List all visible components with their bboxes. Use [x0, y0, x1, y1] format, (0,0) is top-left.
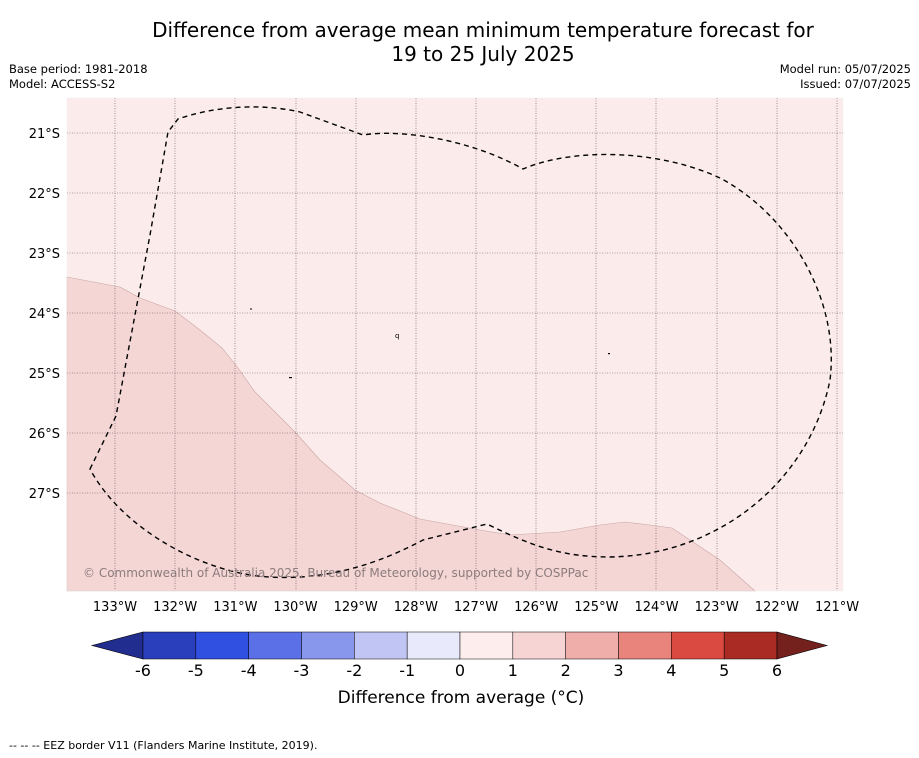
colorbar-extend-low: [90, 631, 144, 660]
lat-tick-label: 26°S: [29, 427, 60, 442]
model-text: Model: ACCESS-S2: [9, 77, 116, 91]
island-mark: [608, 353, 610, 355]
meta-right: Model run: 05/07/2025 Issued: 07/07/2025: [780, 62, 911, 92]
lat-tick-label: 23°S: [29, 247, 60, 262]
colorbar-segment: [618, 631, 672, 660]
colorbar-segment: [195, 631, 249, 660]
colorbar-segment: [565, 631, 619, 660]
eez-border: [89, 106, 832, 579]
lon-tick-label: 130°W: [273, 600, 317, 615]
colorbar-tick-label: 6: [772, 661, 782, 680]
colorbar-segment: [301, 631, 355, 660]
lon-tick-label: 123°W: [695, 600, 739, 615]
lon-tick-label: 132°W: [153, 600, 197, 615]
colorbar-tick-label: -6: [135, 661, 151, 680]
colorbar-tick-label: -2: [346, 661, 362, 680]
lon-tick-label: 128°W: [394, 600, 438, 615]
colorbar-tick-label: 0: [455, 661, 465, 680]
colorbar-segment: [354, 631, 408, 660]
issued-text: Issued: 07/07/2025: [800, 77, 911, 91]
meta-left: Base period: 1981-2018 Model: ACCESS-S2: [9, 62, 148, 92]
lon-tick-label: 129°W: [334, 600, 378, 615]
map-title: Difference from average mean minimum tem…: [0, 18, 919, 66]
colorbar-label: Difference from average (°C): [337, 688, 585, 708]
island-marks: q: [250, 308, 610, 379]
copyright-text: © Commonwealth of Australia 2025, Bureau…: [83, 566, 588, 580]
colorbar-segment: [248, 631, 302, 660]
colorbar-tick-label: -1: [399, 661, 415, 680]
lon-tick-label: 121°W: [815, 600, 859, 615]
colorbar-tick-label: 1: [508, 661, 518, 680]
colorbar-tick-label: -3: [294, 661, 310, 680]
lat-labels: 21°S 22°S 23°S 24°S 25°S 26°S 27°S: [29, 127, 60, 502]
map-grid: [67, 98, 843, 591]
lat-tick-label: 24°S: [29, 307, 60, 322]
base-period-text: Base period: 1981-2018: [9, 62, 148, 76]
island-mark: [289, 377, 292, 379]
lon-tick-label: 122°W: [755, 600, 799, 615]
lat-tick-label: 22°S: [29, 187, 60, 202]
lon-tick-label: 133°W: [93, 600, 137, 615]
model-run-text: Model run: 05/07/2025: [779, 62, 911, 76]
map-title-line2: 19 to 25 July 2025: [391, 42, 575, 66]
colorbar-segment: [142, 631, 197, 660]
colorbar-extend-high: [776, 631, 829, 660]
map-title-line1: Difference from average mean minimum tem…: [152, 18, 814, 42]
lat-tick-label: 21°S: [29, 127, 60, 142]
colorbar-segment: [459, 631, 514, 660]
lon-tick-label: 125°W: [574, 600, 618, 615]
lon-tick-label: 126°W: [514, 600, 558, 615]
island-mark: q: [395, 332, 399, 340]
colorbar-segment: [512, 631, 566, 660]
lat-tick-label: 25°S: [29, 367, 60, 382]
colorbar-tick-label: 4: [666, 661, 676, 680]
colorbar-segment: [406, 631, 461, 660]
map-frame: [66, 97, 844, 592]
colorbar-segment: [671, 631, 725, 660]
lat-tick-label: 27°S: [29, 487, 60, 502]
colorbar: [90, 631, 829, 660]
colorbar-tick-label: -5: [188, 661, 204, 680]
lon-tick-label: 124°W: [634, 600, 678, 615]
colorbar-tick-label: 2: [561, 661, 571, 680]
warm-anomaly-region: [66, 276, 756, 592]
colorbar-segment: [723, 631, 778, 660]
colorbar-tick-label: 5: [719, 661, 729, 680]
lon-tick-label: 131°W: [213, 600, 257, 615]
eez-footnote: -- -- -- EEZ border V11 (Flanders Marine…: [9, 739, 318, 752]
lon-tick-label: 127°W: [454, 600, 498, 615]
colorbar-tick-label: 3: [613, 661, 623, 680]
island-mark: [250, 308, 252, 310]
colorbar-tick-label: -4: [241, 661, 257, 680]
colorbar-ticks: -6 -5 -4 -3 -2 -1 0 1 2 3 4 5 6: [135, 661, 782, 680]
lon-labels: 133°W 132°W 131°W 130°W 129°W 128°W 127°W 126°W…: [93, 600, 859, 615]
